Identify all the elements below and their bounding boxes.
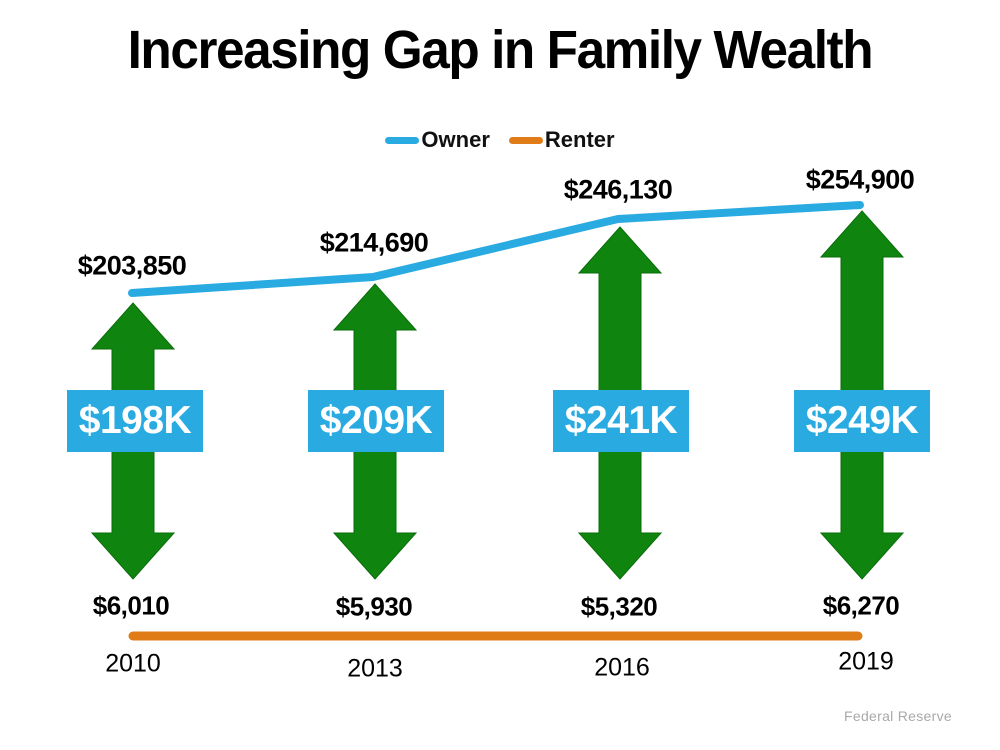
legend-label-renter: Renter — [544, 127, 615, 152]
legend: Owner Renter — [0, 127, 1000, 153]
owner-value-2019: $254,900 — [805, 164, 915, 195]
renter-line-swatch-icon — [508, 136, 543, 144]
page-title: Increasing Gap in Family Wealth — [0, 20, 1000, 80]
legend-item-owner: Owner — [385, 127, 490, 153]
x-axis-label-2019: 2019 — [838, 647, 894, 676]
renter-value-2010: $6,010 — [92, 590, 170, 621]
renter-value-2019: $6,270 — [822, 590, 900, 621]
owner-line-swatch-icon — [385, 136, 420, 144]
owner-value-2016: $246,130 — [563, 174, 673, 205]
owner-value-2010: $203,850 — [77, 250, 187, 281]
x-axis-label-2013: 2013 — [347, 654, 403, 683]
owner-value-2013: $214,690 — [319, 227, 429, 258]
gap-value-box-2010: $198K — [67, 390, 203, 452]
legend-label-owner: Owner — [421, 127, 490, 152]
legend-item-renter: Renter — [508, 127, 615, 153]
renter-value-2016: $5,320 — [580, 591, 658, 622]
gap-value-box-2013: $209K — [308, 390, 444, 452]
x-axis-label-2016: 2016 — [594, 653, 650, 682]
renter-value-2013: $5,930 — [335, 591, 413, 622]
source-attribution: Federal Reserve — [844, 708, 952, 724]
page-title-text: Increasing Gap in Family Wealth — [127, 20, 874, 80]
gap-value-box-2019: $249K — [794, 390, 930, 452]
owner-series-line — [128, 201, 864, 297]
x-axis-label-2010: 2010 — [105, 649, 161, 678]
gap-value-box-2016: $241K — [553, 390, 689, 452]
